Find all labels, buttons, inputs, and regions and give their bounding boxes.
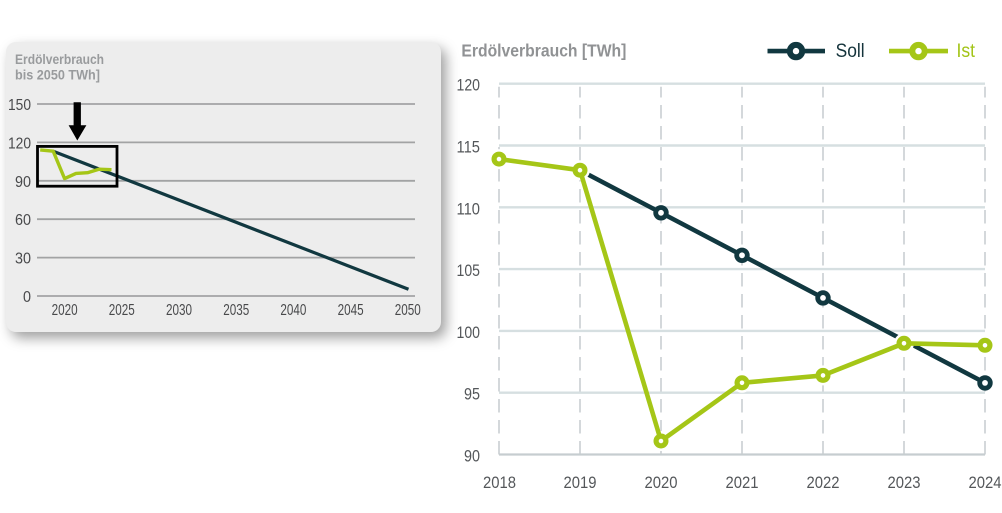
svg-text:150: 150 [8, 97, 31, 114]
svg-text:2020: 2020 [645, 473, 678, 492]
svg-text:2022: 2022 [807, 473, 840, 492]
svg-text:115: 115 [457, 139, 481, 157]
svg-text:90: 90 [15, 174, 31, 191]
svg-text:2018: 2018 [483, 473, 516, 492]
svg-text:105: 105 [457, 262, 481, 280]
svg-text:120: 120 [8, 135, 31, 152]
svg-text:Ist: Ist [957, 41, 976, 62]
svg-text:2021: 2021 [726, 473, 759, 492]
svg-text:2030: 2030 [166, 302, 192, 319]
svg-text:95: 95 [464, 386, 480, 404]
svg-text:2045: 2045 [338, 302, 364, 319]
svg-text:2024: 2024 [969, 473, 1002, 492]
svg-text:2020: 2020 [52, 302, 78, 319]
svg-text:60: 60 [15, 212, 31, 229]
svg-text:120: 120 [457, 77, 481, 95]
svg-text:2019: 2019 [564, 473, 597, 492]
svg-text:90: 90 [464, 448, 480, 466]
svg-text:2023: 2023 [888, 473, 921, 492]
svg-text:0: 0 [23, 289, 31, 306]
svg-text:110: 110 [457, 200, 481, 218]
svg-text:bis 2050 TWh]: bis 2050 TWh] [15, 68, 100, 83]
svg-text:Soll: Soll [836, 41, 865, 62]
svg-text:Erdölverbrauch [TWh]: Erdölverbrauch [TWh] [461, 41, 626, 61]
svg-text:Erdölverbrauch: Erdölverbrauch [15, 52, 104, 67]
svg-text:100: 100 [457, 324, 481, 342]
svg-text:30: 30 [15, 251, 31, 268]
svg-text:2050: 2050 [395, 302, 421, 319]
svg-text:2025: 2025 [109, 302, 135, 319]
svg-text:2035: 2035 [223, 302, 249, 319]
svg-text:2040: 2040 [280, 302, 306, 319]
